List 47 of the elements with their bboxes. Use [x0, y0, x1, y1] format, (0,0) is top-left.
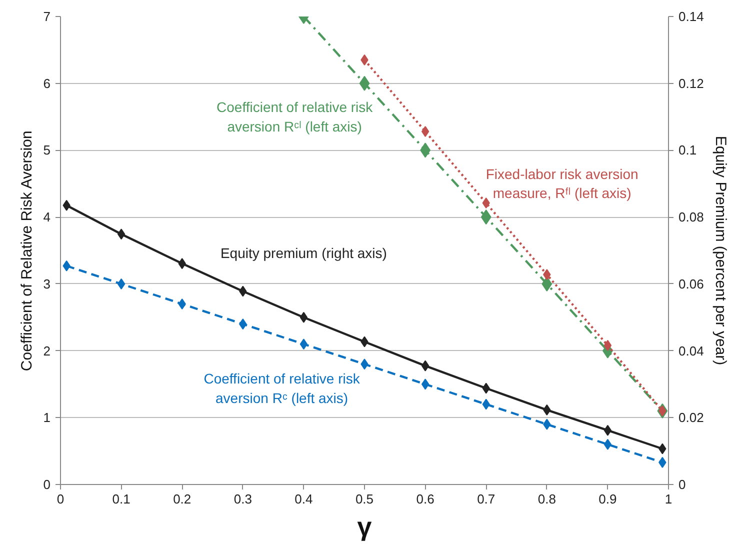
x-tick-label: 0.4	[294, 492, 313, 506]
y-tick-label: 4	[43, 210, 51, 225]
point	[117, 228, 126, 240]
point	[300, 338, 308, 350]
point	[359, 76, 370, 91]
y-tick-label: 0	[43, 477, 51, 492]
x-tick-label: 0.5	[355, 492, 374, 506]
x-axis-title: γ	[357, 512, 372, 542]
point	[421, 378, 430, 390]
point	[480, 210, 492, 225]
y2-tick-label: 0.04	[678, 343, 704, 358]
x-tick-label: 0.8	[538, 492, 556, 506]
x-tick-label: 0.3	[234, 492, 252, 506]
x-tick-label: 0.2	[173, 492, 192, 506]
point	[117, 278, 126, 290]
y-tick-label: 3	[43, 276, 51, 292]
y2-tick-label: 0.1	[678, 142, 697, 158]
series-label: Equity premium (right axis)	[220, 245, 387, 262]
y2-tick-label: 0.08	[678, 210, 704, 225]
y-axis-title: Coefficient of Relative Risk Aversion	[18, 130, 36, 372]
point	[542, 276, 552, 292]
point	[604, 438, 612, 450]
y2-tick-label: 0.12	[678, 76, 704, 91]
y2-tick-label: 0.06	[678, 276, 704, 292]
series-label: Coefficient of relative risk aversion Rᶜ (left axis)	[204, 370, 361, 406]
y2-tick-label: 0	[678, 477, 686, 492]
point	[300, 312, 308, 323]
series-label: Fixed-labor risk aversion measure, Rᶠˡ (left axis)	[486, 166, 638, 202]
y-tick-label: 5	[43, 142, 51, 158]
y2-tick-label: 0.14	[678, 9, 704, 24]
y-tick-label: 1	[43, 410, 51, 426]
x-tick-label: 1	[664, 492, 672, 506]
x-tick-label: 0.9	[598, 492, 617, 506]
x-tick-label: 0.1	[112, 492, 130, 506]
point	[421, 126, 430, 137]
point	[604, 340, 612, 351]
x-tick-label: 0.7	[477, 492, 496, 506]
x-tick-label: 0	[56, 492, 64, 506]
series-label: Coefficient of relative risk aversion Rᶜˡ (left axis)	[216, 99, 374, 134]
x-tick-label: 0.6	[416, 492, 434, 506]
y-tick-label: 6	[43, 76, 51, 91]
y2-axis-title: Equity Premium (percent per year)	[712, 136, 729, 366]
y-tick-label: 2	[43, 343, 51, 358]
point	[421, 360, 430, 372]
y-tick-label: 7	[43, 9, 51, 24]
y2-tick-label: 0.02	[678, 410, 704, 426]
point	[604, 424, 612, 436]
